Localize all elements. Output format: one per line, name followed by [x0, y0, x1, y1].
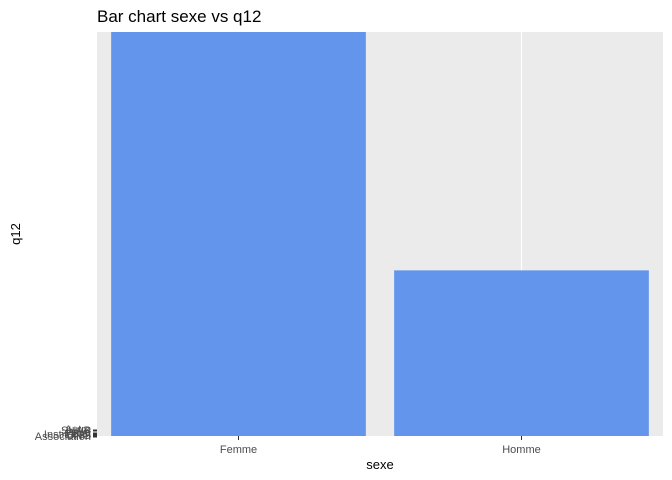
y-tick-label-3: Etat [71, 428, 91, 440]
x-axis-ticks: Femme Homme [220, 436, 541, 456]
y-tick-label-4: Privé [66, 427, 91, 439]
chart-title: Bar chart sexe vs q12 [97, 7, 261, 26]
y-tick-label-5: SHAP [61, 425, 91, 437]
bars [111, 32, 649, 436]
y-tick-label-0: Association [35, 431, 91, 443]
bar-femme [111, 32, 366, 436]
x-tick-label-femme: Femme [220, 444, 257, 456]
y-tick-label-2: Institution [44, 429, 91, 441]
x-tick-label-homme: Homme [502, 444, 541, 456]
y-axis-title: q12 [8, 223, 23, 245]
y-tick-label-6: Autre [65, 424, 91, 436]
y-tick-label-1: ONG [66, 430, 91, 442]
x-axis-title: sexe [366, 457, 393, 472]
bar-homme [394, 270, 649, 436]
y-axis-ticks: AssociationONGInstitutionEtatPrivéSHAPAu… [35, 424, 97, 443]
